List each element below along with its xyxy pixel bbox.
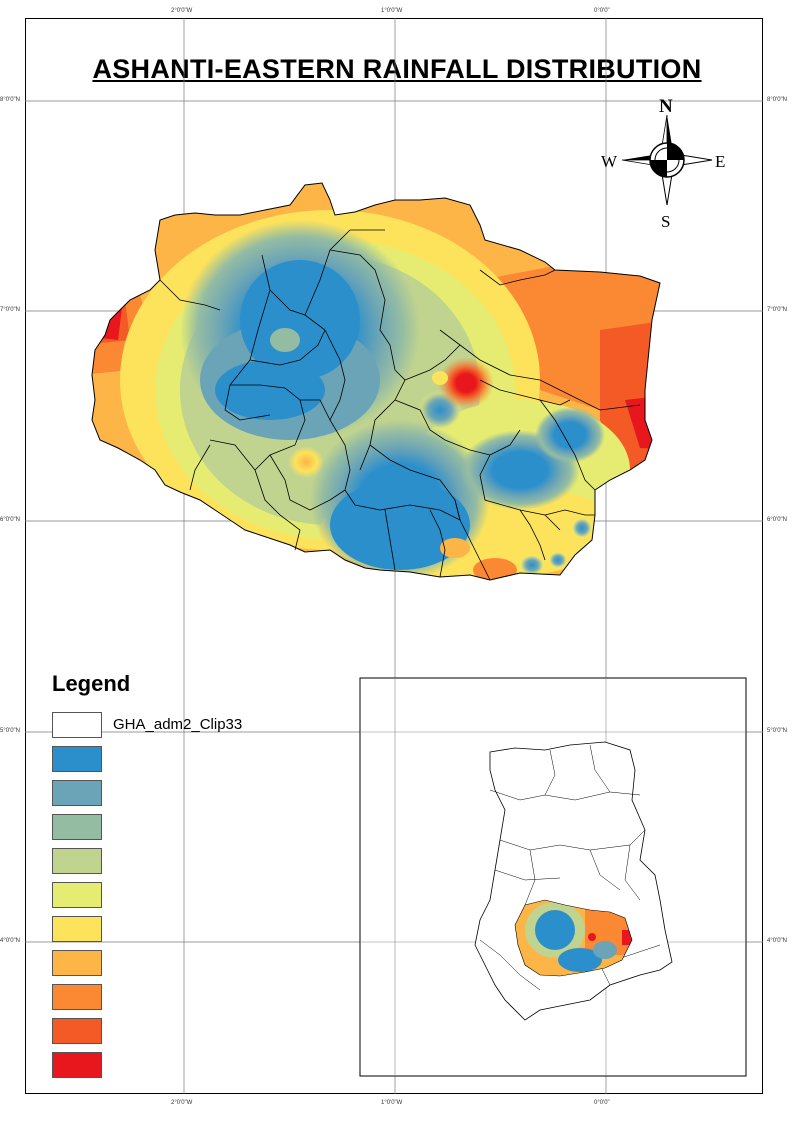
legend-label-boundary: GHA_adm2_Clip33 [113,716,243,733]
map-title: ASHANTI-EASTERN RAINFALL DISTRIBUTION [92,54,702,84]
right-label-5n: 5°0'0"N [767,728,788,734]
legend-swatch-boundary [52,712,102,738]
legend-swatch-class-9 [52,1018,102,1044]
legend-swatch-class-6 [52,916,102,942]
legend-swatch-class-8 [52,984,102,1010]
right-label-8n: 8°0'0"N [767,97,788,103]
top-label-1w: 1°0'0"W [381,8,403,14]
left-label-7n: 7°0'0"N [0,307,21,313]
right-label-4n: 4°0'0"N [767,938,788,944]
region-outline [91,182,661,581]
top-label-2w: 2°0'0"W [171,8,193,14]
bottom-label-0: 0°0'0" [594,1100,610,1106]
left-label-6n: 6°0'0"N [0,517,21,523]
bottom-label-2w: 2°0'0"W [171,1100,193,1106]
legend-swatch-class-1 [52,746,102,772]
legend-swatch-class-5 [52,882,102,908]
legend-swatch-class-3 [52,814,102,840]
north-arrow-icon [621,114,713,206]
compass-east-label: E [715,152,726,171]
legend-swatch-class-10 [52,1052,102,1078]
right-label-7n: 7°0'0"N [767,307,788,313]
legend-title: Legend [52,671,131,696]
compass-north-label: N [659,96,673,117]
inset-map [359,677,747,1077]
map-frame [25,18,763,1094]
right-label-6n: 6°0'0"N [767,517,788,523]
top-label-0: 0°0'0" [594,8,610,14]
compass-south-label: S [661,212,671,231]
left-label-5n: 5°0'0"N [0,728,21,734]
legend-swatch-class-2 [52,780,102,806]
legend-swatch-class-4 [52,848,102,874]
compass-west-label: W [601,152,618,171]
rainfall-surface [92,183,660,580]
district-boundaries [159,229,641,581]
left-label-8n: 8°0'0"N [0,97,21,103]
bottom-label-1w: 1°0'0"W [381,1100,403,1106]
left-label-4n: 4°0'0"N [0,938,21,944]
legend-swatch-class-7 [52,950,102,976]
